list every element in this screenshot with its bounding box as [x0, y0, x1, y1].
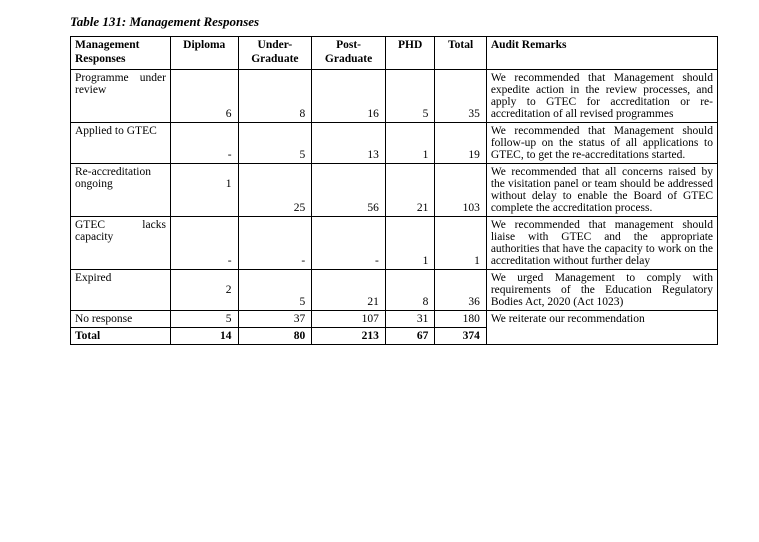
cell-diploma: 5: [170, 310, 238, 327]
cell-post: 213: [312, 327, 386, 344]
cell-phd: 31: [385, 310, 434, 327]
cell-response: No response: [71, 310, 171, 327]
cell-post: 16: [312, 69, 386, 122]
col-under-label: Under-Graduate: [251, 39, 298, 65]
cell-remark: We recommended that Management should ex…: [486, 69, 717, 122]
cell-post: 13: [312, 122, 386, 163]
header-row: Management Responses Diploma Under-Gradu…: [71, 37, 718, 70]
cell-total: 1: [435, 216, 486, 269]
table-row: Expired 2 5 21 8 36 We urged Management …: [71, 269, 718, 310]
col-post: Post-Graduate: [312, 37, 386, 70]
cell-post: 107: [312, 310, 386, 327]
cell-under: 37: [238, 310, 312, 327]
table-row: Applied to GTEC - 5 13 1 19 We recommend…: [71, 122, 718, 163]
cell-remark: We recommended that management should li…: [486, 216, 717, 269]
cell-response: Expired: [71, 269, 171, 310]
col-total: Total: [435, 37, 486, 70]
table-row: GTEC lacks capacity - - - 1 1 We recomme…: [71, 216, 718, 269]
cell-diploma: 1: [170, 163, 238, 216]
table-row: Programme under review 6 8 16 5 35 We re…: [71, 69, 718, 122]
cell-post: -: [312, 216, 386, 269]
cell-phd: 5: [385, 69, 434, 122]
cell-remark: We urged Management to comply with requi…: [486, 269, 717, 310]
table-row: No response 5 37 107 31 180 We reiterate…: [71, 310, 718, 327]
cell-diploma-a: 1: [226, 178, 232, 190]
cell-diploma: -: [170, 122, 238, 163]
cell-phd: 1: [385, 122, 434, 163]
cell-diploma: 6: [170, 69, 238, 122]
cell-diploma-a: 2: [226, 284, 232, 296]
cell-response: Re-accreditation ongoing: [71, 163, 171, 216]
cell-total: 374: [435, 327, 486, 344]
cell-phd: 21: [385, 163, 434, 216]
cell-response: Applied to GTEC: [71, 122, 171, 163]
cell-total: 103: [435, 163, 486, 216]
cell-under: 8: [238, 69, 312, 122]
cell-under: 5: [238, 269, 312, 310]
col-phd: PHD: [385, 37, 434, 70]
cell-diploma: 14: [170, 327, 238, 344]
cell-response: GTEC lacks capacity: [71, 216, 171, 269]
col-diploma: Diploma: [170, 37, 238, 70]
management-responses-table: Management Responses Diploma Under-Gradu…: [70, 36, 718, 345]
cell-post: 21: [312, 269, 386, 310]
cell-post: 56: [312, 163, 386, 216]
cell-under: 25: [238, 163, 312, 216]
cell-under: 5: [238, 122, 312, 163]
cell-phd: 1: [385, 216, 434, 269]
table-title: Table 131: Management Responses: [70, 14, 739, 30]
cell-under: 80: [238, 327, 312, 344]
cell-diploma: -: [170, 216, 238, 269]
cell-phd: 8: [385, 269, 434, 310]
cell-diploma: 2: [170, 269, 238, 310]
cell-response: Total: [71, 327, 171, 344]
cell-remark: We reiterate our recommendation: [486, 310, 717, 344]
cell-phd: 67: [385, 327, 434, 344]
col-responses-label: Management Responses: [75, 39, 140, 65]
cell-remark: We recommended that Management should fo…: [486, 122, 717, 163]
cell-remark: We recommended that all concerns raised …: [486, 163, 717, 216]
col-post-label: Post-Graduate: [325, 39, 372, 65]
cell-total: 19: [435, 122, 486, 163]
cell-total: 180: [435, 310, 486, 327]
cell-response: Programme under review: [71, 69, 171, 122]
cell-total: 35: [435, 69, 486, 122]
col-under: Under-Graduate: [238, 37, 312, 70]
table-row: Re-accreditation ongoing 1 25 56 21 103 …: [71, 163, 718, 216]
cell-under: -: [238, 216, 312, 269]
cell-total: 36: [435, 269, 486, 310]
col-responses: Management Responses: [71, 37, 171, 70]
col-remarks: Audit Remarks: [486, 37, 717, 70]
